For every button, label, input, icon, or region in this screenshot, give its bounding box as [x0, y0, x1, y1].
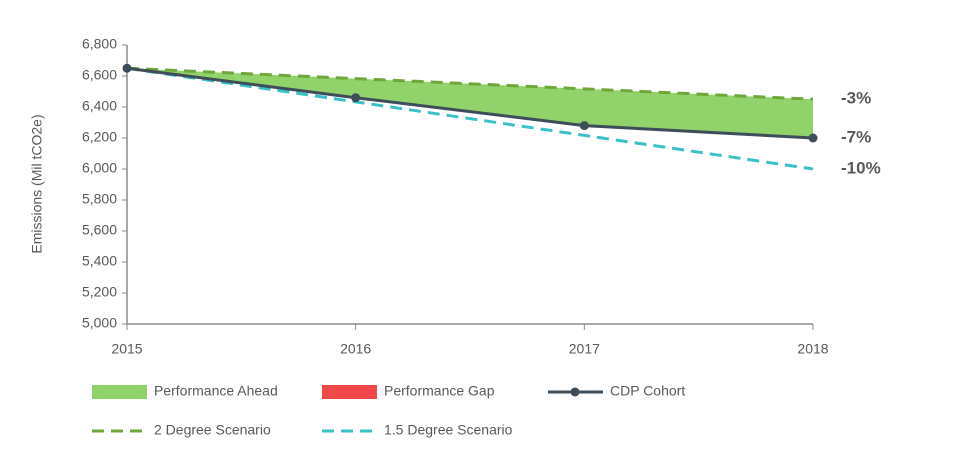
y-tick-label: 6,000 — [82, 160, 117, 176]
y-tick-label: 5,000 — [82, 315, 117, 331]
end-label: -10% — [841, 158, 881, 177]
legend-swatch — [322, 385, 377, 399]
y-tick-label: 5,200 — [82, 284, 117, 300]
y-tick-label: 6,600 — [82, 67, 117, 83]
legend-label: 2 Degree Scenario — [154, 422, 271, 438]
x-tick-label: 2017 — [569, 341, 600, 357]
series-marker — [808, 133, 818, 143]
series-marker — [579, 121, 589, 131]
y-tick-label: 5,400 — [82, 253, 117, 269]
series-marker — [351, 93, 361, 103]
legend-swatch — [92, 385, 147, 399]
legend-label: 1.5 Degree Scenario — [384, 422, 513, 438]
x-tick-label: 2015 — [111, 341, 142, 357]
series-line — [126, 66, 814, 171]
y-tick-label: 5,800 — [82, 191, 117, 207]
end-label: -7% — [841, 127, 871, 146]
legend-label: Performance Ahead — [154, 383, 278, 399]
legend-label: Performance Gap — [384, 383, 495, 399]
y-tick-label: 6,200 — [82, 129, 117, 145]
y-tick-label: 5,600 — [82, 222, 117, 238]
end-label: -3% — [841, 89, 871, 108]
series-line — [126, 66, 814, 101]
y-tick-label: 6,400 — [82, 98, 117, 114]
x-tick-label: 2018 — [797, 341, 828, 357]
series-line — [126, 66, 814, 140]
performance-ahead-area — [127, 68, 813, 138]
legend-label: CDP Cohort — [610, 383, 685, 399]
y-axis-label: Emissions (Mil tCO2e) — [29, 114, 45, 253]
legend-marker — [570, 387, 580, 397]
series-marker — [122, 63, 132, 73]
x-tick-label: 2016 — [340, 341, 371, 357]
y-tick-label: 6,800 — [82, 36, 117, 52]
